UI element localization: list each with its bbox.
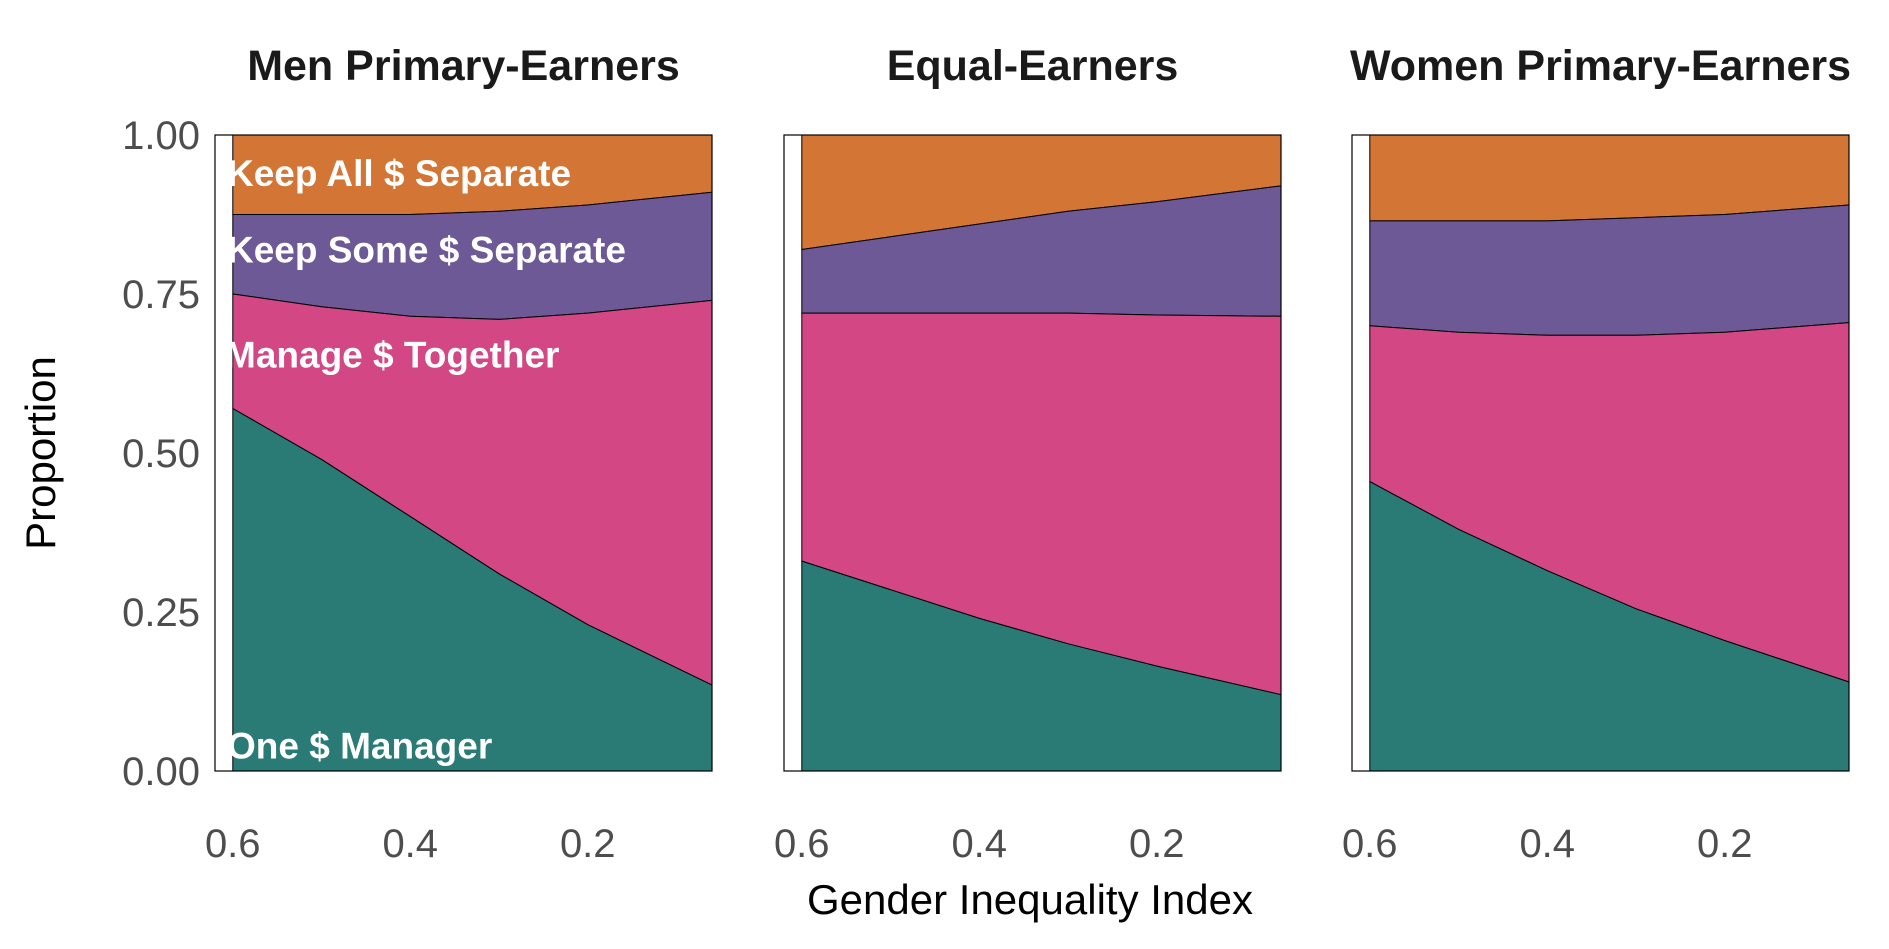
facet-panel: Women Primary-Earners 0.6 0.4 0.2 — [1342, 42, 1851, 866]
facet-panel: Equal-Earners 0.6 0.4 0.2 — [774, 42, 1282, 866]
y-tick-label: 0.00 — [122, 750, 200, 794]
panel-border — [214, 134, 713, 772]
panel-title: Equal-Earners — [887, 42, 1179, 90]
panel-title: Women Primary-Earners — [1350, 42, 1851, 90]
x-tick-label: 0.2 — [1697, 822, 1753, 866]
y-tick-label: 0.25 — [122, 591, 200, 635]
area-label-keep-all-separate: Keep All $ Separate — [227, 153, 571, 194]
area-keep-some-separate — [1369, 204, 1850, 336]
x-tick-label: 0.6 — [774, 822, 830, 866]
panel-border — [783, 134, 1282, 772]
x-tick-label: 0.4 — [1519, 822, 1575, 866]
x-axis-title: Gender Inequality Index — [807, 876, 1253, 923]
area-label-keep-some-separate: Keep Some $ Separate — [227, 229, 626, 270]
area-label-manage-together: Manage $ Together — [225, 334, 559, 375]
y-tick-label: 0.50 — [122, 432, 200, 476]
panel-border — [1351, 134, 1850, 772]
x-tick-label: 0.2 — [560, 822, 616, 866]
area-label-one-manager: One $ Manager — [227, 726, 492, 767]
x-tick-label: 0.6 — [205, 822, 261, 866]
panel-title: Men Primary-Earners — [247, 42, 680, 90]
x-tick-label: 0.4 — [951, 822, 1007, 866]
x-tick-label: 0.4 — [382, 822, 438, 866]
facet-panel: Men Primary-Earners 0.6 0.4 0.2 Keep All $ S… — [205, 42, 713, 866]
x-tick-label: 0.2 — [1129, 822, 1185, 866]
area-keep-all-separate — [1369, 134, 1850, 222]
y-tick-label: 1.00 — [122, 114, 200, 158]
y-axis-title: Proportion — [17, 356, 64, 550]
x-tick-label: 0.6 — [1342, 822, 1398, 866]
y-tick-label: 0.75 — [122, 273, 200, 317]
